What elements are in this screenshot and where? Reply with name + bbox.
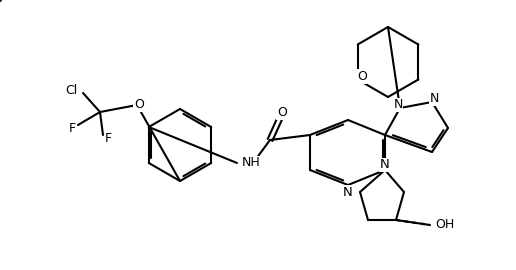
Text: Cl: Cl — [66, 83, 78, 96]
Text: F: F — [105, 131, 112, 144]
Text: NH: NH — [242, 157, 261, 170]
Text: N: N — [380, 158, 390, 171]
Text: O: O — [134, 99, 144, 112]
Text: OH: OH — [435, 218, 454, 231]
Text: F: F — [69, 122, 76, 134]
Text: O: O — [277, 106, 287, 120]
Text: N: N — [429, 93, 439, 106]
Text: N: N — [343, 185, 353, 198]
Text: N: N — [393, 99, 402, 112]
Text: O: O — [357, 70, 367, 83]
